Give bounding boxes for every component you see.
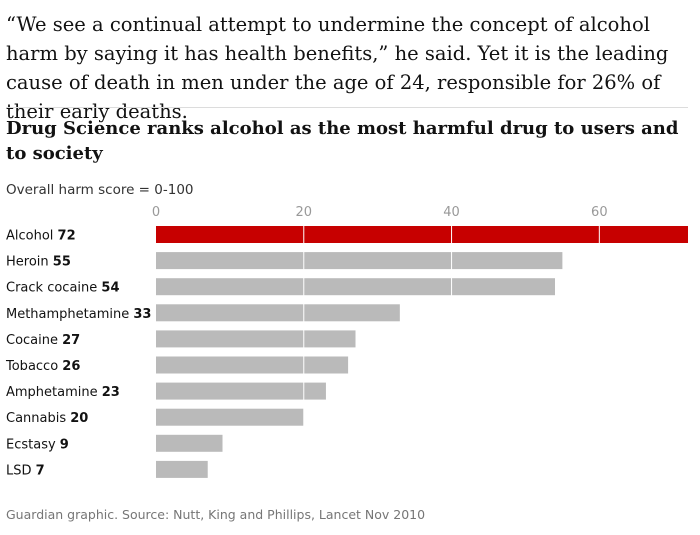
category-label-lsd: LSD 7 [6, 463, 45, 478]
category-label-heroin: Heroin 55 [6, 255, 71, 270]
value-label-lsd: 7 [36, 463, 45, 478]
bar-ecstasy [156, 434, 223, 452]
divider [6, 107, 688, 108]
value-label-crack-cocaine: 54 [101, 281, 119, 296]
value-label-alcohol: 72 [58, 229, 76, 244]
category-label-cannabis: Cannabis 20 [6, 411, 88, 426]
category-label-cocaine: Cocaine 27 [6, 333, 80, 348]
article-quote: “We see a continual attempt to undermine… [6, 13, 669, 123]
tick-label-40: 40 [443, 205, 460, 220]
value-label-amphetamine: 23 [102, 385, 120, 400]
bar-heroin [156, 252, 563, 270]
bar-lsd [156, 460, 208, 478]
category-label-methamphetamine: Methamphetamine 33 [6, 307, 151, 322]
tick-label-20: 20 [296, 205, 313, 220]
category-label-alcohol: Alcohol 72 [6, 229, 76, 244]
bar-tobacco [156, 356, 349, 374]
value-label-methamphetamine: 33 [133, 307, 151, 322]
value-label-heroin: 55 [53, 255, 71, 270]
category-label-ecstasy: Ecstasy 9 [6, 437, 69, 452]
tick-label-60: 60 [591, 205, 608, 220]
chart-subtitle: Overall harm score = 0-100 [6, 182, 194, 198]
chart-title: Drug Science ranks alcohol as the most h… [6, 118, 679, 164]
bar-cannabis [156, 408, 304, 426]
category-label-amphetamine: Amphetamine 23 [6, 385, 120, 400]
bar-methamphetamine [156, 304, 400, 322]
value-label-cocaine: 27 [62, 333, 80, 348]
bar-crack-cocaine [156, 278, 555, 296]
tick-label-0: 0 [152, 205, 160, 220]
bar-amphetamine [156, 382, 326, 400]
bar-cocaine [156, 330, 356, 348]
category-label-crack-cocaine: Crack cocaine 54 [6, 281, 120, 296]
chart-source: Guardian graphic. Source: Nutt, King and… [6, 507, 426, 522]
bar-chart: Alcohol 72 Heroin 55 Crack cocaine 54 Metha… [5, 205, 688, 479]
value-label-ecstasy: 9 [60, 437, 69, 452]
value-label-cannabis: 20 [70, 411, 88, 426]
category-label-tobacco: Tobacco 26 [5, 359, 80, 374]
bar-alcohol [156, 226, 688, 243]
value-label-tobacco: 26 [62, 359, 80, 374]
